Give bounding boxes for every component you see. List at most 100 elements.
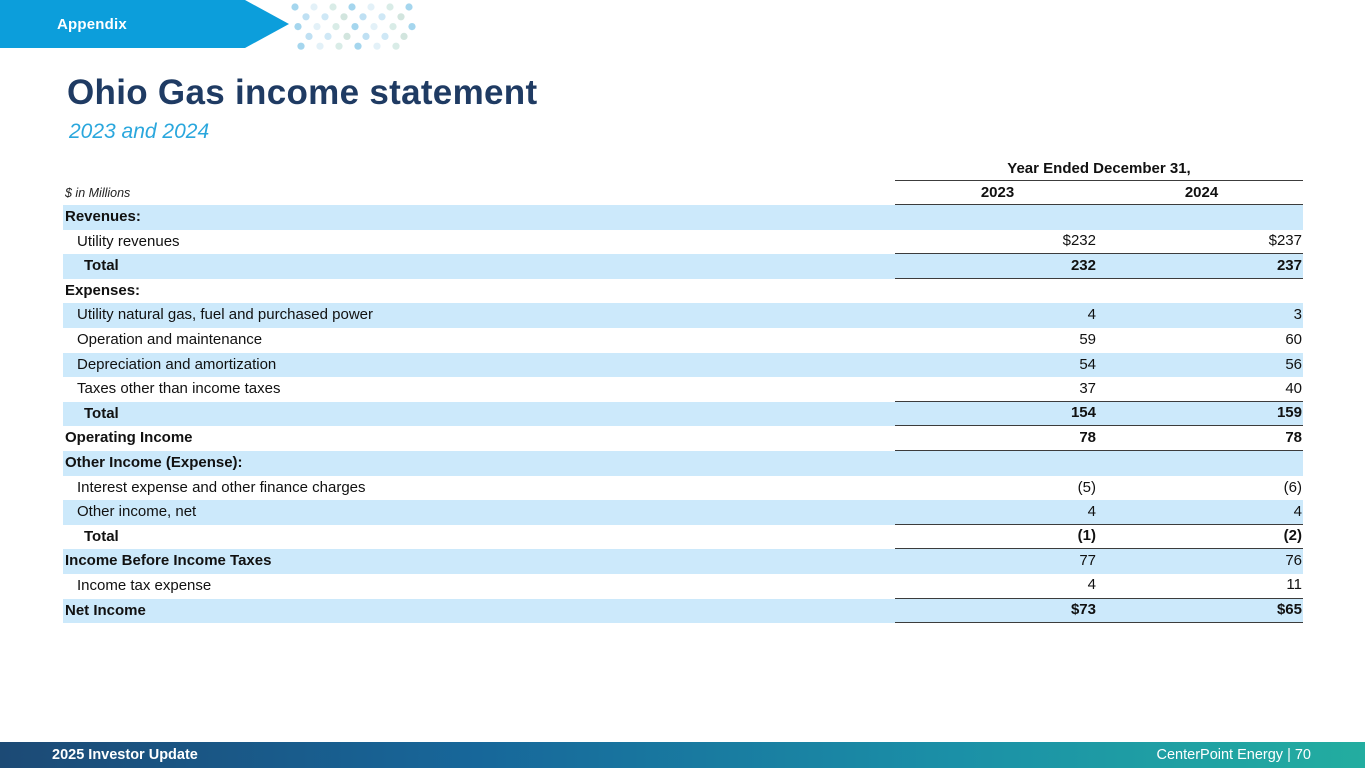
row-label: Expenses: (65, 281, 141, 299)
row-label: Income tax expense (77, 576, 212, 594)
row-label: Income Before Income Taxes (65, 552, 272, 570)
value-2023 (895, 279, 1100, 304)
table-row: Income Before Income Taxes 77 76 (63, 549, 1303, 574)
value-2024 (1100, 451, 1303, 476)
table-row: Interest expense and other finance charg… (63, 476, 1303, 501)
table-row: Operating Income 78 78 (63, 426, 1303, 451)
table-row: Operation and maintenance 59 60 (63, 328, 1303, 353)
value-2024 (1100, 205, 1303, 230)
value-2023: (1) (1077, 527, 1096, 545)
table-row: Net Income $73 $65 (63, 598, 1303, 624)
row-values: 232 237 (895, 254, 1303, 279)
value-2024: 78 (1285, 428, 1302, 446)
row-label: Operating Income (65, 429, 193, 447)
income-table-body: Revenues: Utility revenues $232 $237 Tot… (63, 205, 1303, 624)
table-row: Total (1) (2) (63, 525, 1303, 550)
value-2023: $232 (1062, 232, 1096, 250)
table-row: Other income, net 4 4 (63, 500, 1303, 525)
row-values: 154 159 (895, 402, 1303, 427)
table-row: Expenses: (63, 279, 1303, 304)
value-2024: $65 (1276, 601, 1302, 619)
row-label: Other income, net (77, 503, 197, 521)
value-2024: (2) (1283, 527, 1302, 545)
value-2024: 3 (1293, 306, 1302, 324)
header-spacer (63, 157, 895, 181)
value-2023: (5) (1077, 478, 1096, 496)
value-2023: 78 (1079, 428, 1096, 446)
footer-company-page-number: CenterPoint Energy | 70 (1156, 747, 1312, 763)
table-header-group-row: Year Ended December 31, (63, 157, 1303, 181)
table-column-header-row: $ in Millions 2023 2024 (63, 181, 1303, 205)
column-header-2024: 2024 (1184, 183, 1219, 201)
row-label: Net Income (65, 601, 146, 619)
value-2023: 154 (1070, 404, 1096, 422)
value-2024: (6) (1283, 478, 1302, 496)
value-2023: 4 (1087, 306, 1096, 324)
income-statement-table: Year Ended December 31, $ in Millions 20… (63, 157, 1303, 624)
appendix-banner: Appendix (0, 0, 289, 48)
row-values: $232 $237 (895, 230, 1303, 255)
row-values: 54 56 (895, 353, 1303, 378)
table-row: Taxes other than income taxes 37 40 (63, 377, 1303, 402)
units-note: $ in Millions (65, 186, 131, 201)
value-2024: 237 (1276, 256, 1302, 274)
value-2024: 11 (1286, 576, 1302, 594)
value-2023 (895, 205, 1100, 230)
value-2023: 4 (1087, 502, 1096, 520)
appendix-banner-label: Appendix (57, 15, 127, 33)
row-values: 78 78 (895, 426, 1303, 451)
row-label: Interest expense and other finance charg… (77, 478, 366, 496)
row-values: (5) (6) (895, 476, 1303, 501)
footer-presentation-title: 2025 Investor Update (52, 747, 198, 763)
row-label: Revenues: (65, 208, 141, 226)
value-2023 (895, 451, 1100, 476)
value-2023: 59 (1079, 331, 1096, 349)
value-2024: 76 (1285, 552, 1302, 570)
table-row: Utility natural gas, fuel and purchased … (63, 303, 1303, 328)
table-row: Depreciation and amortization 54 56 (63, 352, 1303, 378)
dot-pattern-decoration (291, 3, 416, 50)
row-values (895, 451, 1303, 476)
footer-bar: 2025 Investor Update CenterPoint Energy … (0, 742, 1365, 768)
value-2024: 4 (1293, 502, 1302, 520)
row-values: (1) (2) (895, 525, 1303, 550)
row-values: 77 76 (895, 549, 1303, 574)
row-values (895, 205, 1303, 230)
value-2024: $237 (1268, 232, 1302, 250)
row-values: 4 11 (895, 574, 1303, 599)
table-row: Other Income (Expense): (63, 450, 1303, 476)
column-headers: 2023 2024 (895, 181, 1303, 205)
row-values: 59 60 (895, 328, 1303, 353)
value-2024: 60 (1285, 331, 1302, 349)
row-values: 4 4 (895, 500, 1303, 525)
value-2023: 232 (1070, 256, 1096, 274)
page-title: Ohio Gas income statement (67, 73, 538, 112)
column-header-2023: 2023 (980, 183, 1015, 201)
row-label: Total (84, 257, 119, 275)
row-values: 4 3 (895, 303, 1303, 328)
value-2023: 77 (1079, 552, 1096, 570)
row-label: Other Income (Expense): (65, 453, 243, 471)
table-row: Total 232 237 (63, 254, 1303, 279)
value-2023: 54 (1079, 355, 1096, 373)
value-2023: $73 (1070, 601, 1096, 619)
row-values: $73 $65 (895, 599, 1303, 624)
row-label: Utility revenues (77, 232, 180, 250)
value-2024: 56 (1285, 355, 1302, 373)
row-label: Operation and maintenance (77, 331, 263, 349)
value-2024 (1100, 279, 1303, 304)
value-2024: 40 (1285, 379, 1302, 397)
value-2023: 37 (1079, 379, 1096, 397)
table-row: Total 154 159 (63, 401, 1303, 427)
table-row: Utility revenues $232 $237 (63, 230, 1303, 255)
page-subtitle: 2023 and 2024 (69, 120, 210, 143)
row-values: 37 40 (895, 377, 1303, 402)
row-label: Total (84, 404, 119, 422)
year-ended-header: Year Ended December 31, (895, 157, 1303, 181)
value-2023: 4 (1087, 576, 1096, 594)
row-label: Utility natural gas, fuel and purchased … (77, 306, 374, 324)
row-label: Total (84, 527, 119, 545)
row-values (895, 279, 1303, 304)
row-label: Taxes other than income taxes (77, 380, 281, 398)
table-row: Income tax expense 4 11 (63, 574, 1303, 599)
